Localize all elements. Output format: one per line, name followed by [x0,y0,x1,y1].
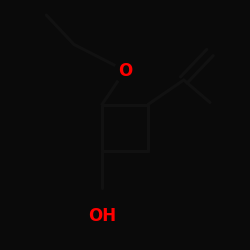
Text: O: O [118,62,132,80]
Text: OH: OH [88,207,116,225]
